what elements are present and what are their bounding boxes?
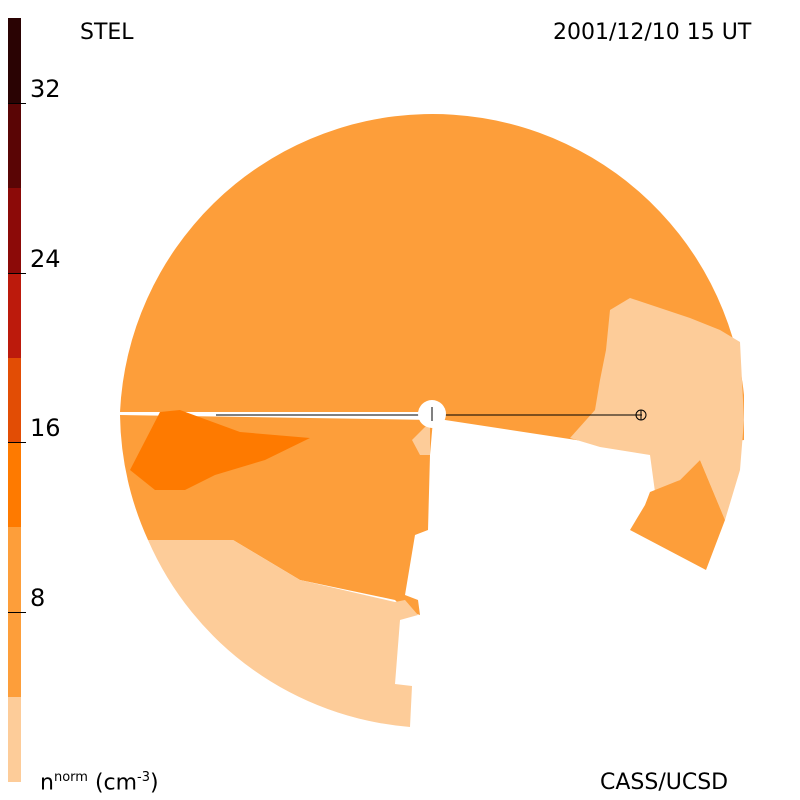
colorbar-tick [8,442,26,444]
colorbar-segment [8,272,21,358]
colorbar-segment [8,187,21,273]
credit-label: CASS/UCSD [600,770,729,795]
observatory-label: STEL [80,20,134,45]
region-light-bottom [148,540,418,727]
colorbar-tick [8,102,26,104]
region-mid-right-lower [630,460,725,570]
earth-icon [635,409,647,421]
region-light-right [570,298,744,520]
colorbar-tick-label: 32 [30,74,61,103]
colorbar-segment [8,442,21,528]
colorbar-tick-label: 16 [30,414,61,443]
colorbar-tick [8,272,26,274]
region-dark-tongue [130,410,310,490]
colorbar-segment [8,18,21,103]
colorbar-tick-label: 24 [30,244,61,273]
colorbar-segment [8,102,21,188]
colorbar-segment [8,527,21,698]
colorbar-tick-label: 8 [30,584,46,613]
colorbar-segment [8,357,21,443]
region-mid [120,114,744,453]
density-units-label: nnorm (cm-3) [40,770,159,796]
colorbar-segment [8,697,21,782]
colorbar [8,18,21,782]
colorbar-tick [8,612,26,614]
timestamp-label: 2001/12/10 15 UT [553,20,752,45]
region-light-wedge [412,422,430,455]
density-disk [120,114,744,727]
